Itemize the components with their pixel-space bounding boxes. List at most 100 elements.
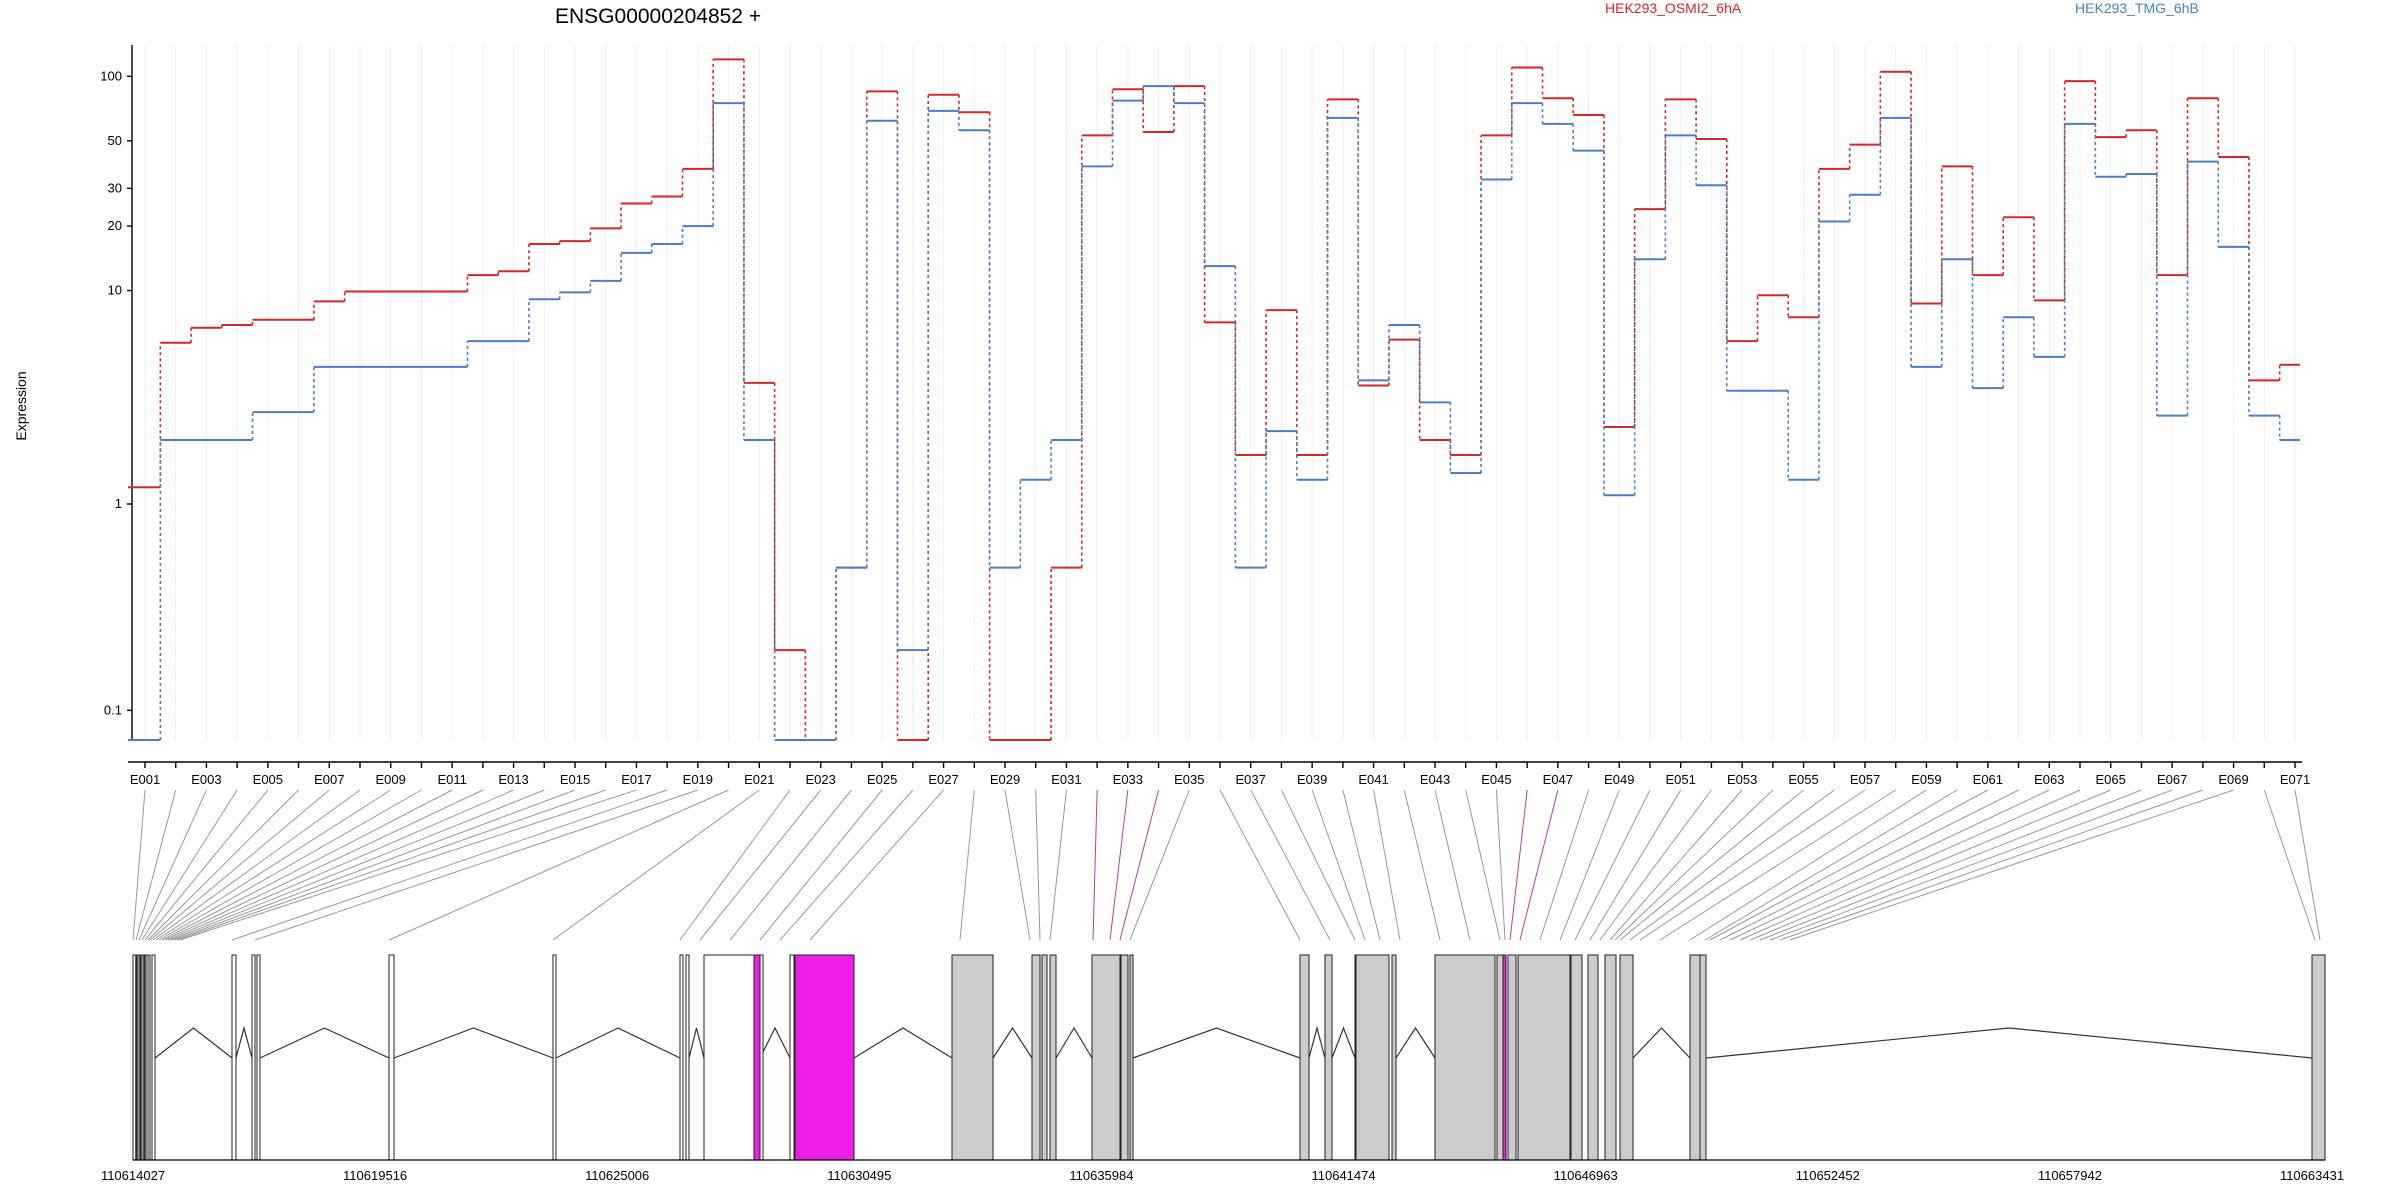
x-tick-label: E007 (314, 772, 344, 787)
exon-block (256, 954, 261, 1161)
exon-block (1041, 954, 1048, 1161)
x-tick-label: E051 (1666, 772, 1696, 787)
y-tick-label: 50 (108, 133, 122, 148)
intron-line (1395, 1026, 1436, 1059)
x-tick-label: E001 (130, 772, 160, 787)
exon-block (251, 954, 256, 1161)
exon-block (1120, 954, 1129, 1161)
exon-connector (552, 789, 760, 941)
coordinate-label: 110614027 (101, 1168, 165, 1183)
chart-title: ENSG00000204852 + (555, 5, 761, 28)
exon-block (1699, 954, 1707, 1161)
exon-block (1587, 954, 1599, 1161)
x-tick-label: E031 (1051, 772, 1081, 787)
y-tick-label: 30 (108, 180, 122, 195)
exon-block (2311, 954, 2326, 1161)
exon-connector (1559, 789, 1620, 941)
exon-block (1355, 954, 1390, 1161)
exon-block (1049, 954, 1057, 1161)
y-axis: 0.1 1 10 20 30 50 100 (100, 45, 133, 740)
exon-connector (147, 789, 299, 941)
intron-line (992, 1026, 1033, 1059)
exon-connector (1403, 789, 1441, 941)
exon-connector (173, 789, 576, 941)
exon-connector (1589, 789, 1682, 941)
y-tick-label: 20 (108, 218, 122, 233)
x-tick-label: E023 (806, 772, 836, 787)
legend-series-tmg: HEK293_TMG_6hB (2075, 0, 2199, 16)
exon-cluster (135, 955, 149, 1160)
intron-line (235, 1025, 253, 1059)
x-tick-label: E057 (1850, 772, 1880, 787)
exon-block (388, 954, 395, 1161)
exon-connector (1539, 789, 1590, 941)
exon-connector (1614, 789, 1774, 941)
exon-connector (759, 789, 883, 941)
y-axis-label: Expression (13, 371, 29, 440)
x-tick-label: E061 (1973, 772, 2003, 787)
x-tick-label: E009 (376, 772, 406, 787)
coordinate-label: 110630495 (827, 1168, 891, 1183)
exon-connector (959, 789, 975, 941)
exon-connector (1519, 789, 1559, 941)
exon-block (951, 954, 994, 1161)
x-tick-label: E015 (560, 772, 590, 787)
exon-connector (1250, 789, 1331, 941)
intron-line (853, 1027, 953, 1059)
exon-connector (1629, 789, 1835, 941)
exon-connector-lines (132, 789, 2321, 941)
exon-connector (161, 789, 453, 941)
coordinate-label: 110663431 (2280, 1168, 2344, 1183)
x-tick-label: E063 (2034, 772, 2064, 787)
intron-line (393, 1027, 554, 1059)
grid-lines (144, 45, 2296, 740)
series-lines (128, 58, 2300, 741)
exon-connector (1709, 789, 1989, 941)
exon-block (1689, 954, 1701, 1161)
intron-line (1705, 1027, 2313, 1059)
exon-connector (1619, 789, 1804, 941)
exon-connector (1434, 789, 1471, 941)
exon-connector (1004, 789, 1031, 941)
exon-connector (729, 789, 852, 941)
coordinate-label: 110646963 (1554, 1168, 1618, 1183)
exon-connector (176, 789, 606, 941)
exon-connector (1609, 789, 1743, 941)
intron-line (1055, 1026, 1093, 1059)
exon-connector (155, 789, 391, 941)
exon-connector (699, 789, 822, 941)
x-tick-label: E021 (744, 772, 774, 787)
x-tick-label: E045 (1481, 772, 1511, 787)
exon-block (1619, 954, 1634, 1161)
coordinate-label: 110641474 (1312, 1168, 1376, 1183)
exon-connector (132, 789, 146, 941)
exon-block (679, 954, 684, 1161)
exon-connector (1769, 789, 2173, 941)
exon-connector (1119, 789, 1160, 941)
x-tick-label: E059 (1911, 772, 1941, 787)
exon-connector (1311, 789, 1366, 941)
exon-connector (679, 789, 791, 941)
exon-connector (1129, 789, 1190, 941)
x-tick-label: E013 (498, 772, 528, 787)
exon-connector (1092, 789, 1098, 941)
x-tick-label: E039 (1297, 772, 1327, 787)
exon-block (794, 954, 855, 1161)
exon-block (231, 954, 237, 1161)
x-tick-label: E071 (2280, 772, 2310, 787)
intron-line (154, 1027, 233, 1059)
exon-connector (1049, 789, 1067, 941)
exon-connector (1759, 789, 2142, 941)
exon-connector (2263, 789, 2316, 941)
coordinate-label: 110619516 (343, 1168, 407, 1183)
exon-block (685, 954, 690, 1161)
x-tick-label: E069 (2218, 772, 2248, 787)
exon-block (1031, 954, 1041, 1161)
genomic-coordinate-labels: 110614027 110619516 110625006 110630495 1106… (101, 1168, 2344, 1183)
coordinate-label: 110625006 (585, 1168, 649, 1183)
legend-series-osmi2: HEK293_OSMI2_6hA (1605, 0, 1742, 16)
exon-connector (1704, 789, 1958, 941)
exon-block (1091, 954, 1121, 1161)
x-tick-label: E053 (1727, 772, 1757, 787)
